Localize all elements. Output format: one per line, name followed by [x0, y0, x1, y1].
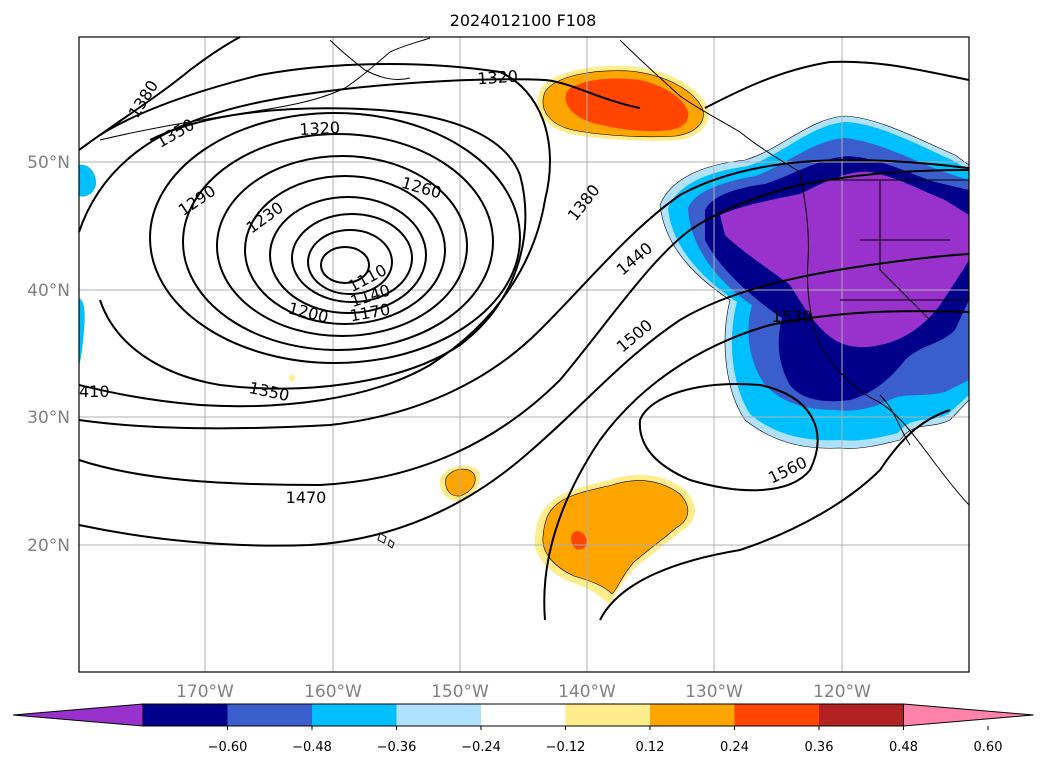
colorbar-tick-label: −0.12 [546, 740, 586, 755]
lat-label: 30°N [27, 408, 70, 428]
colorbar-extend-max [903, 703, 1034, 727]
contour-label: 1320 [477, 67, 519, 89]
colorbar-tick-label: 0.60 [974, 740, 1003, 755]
colorbar-tick-label: 0.36 [805, 740, 834, 755]
positive-dot [288, 374, 296, 382]
map-title: 2024012100 F108 [450, 11, 597, 30]
lat-label: 20°N [27, 536, 70, 556]
colorbar-frame [142, 703, 904, 727]
lat-label: 40°N [27, 281, 70, 301]
colorbar-tick-label: 0.12 [636, 740, 665, 755]
colorbar-segment [143, 704, 228, 726]
lon-label: 160°W [304, 682, 362, 702]
colorbar-segment [227, 704, 313, 726]
colorbar-tick-label: −0.48 [292, 740, 332, 755]
contour-label: 1530 [772, 307, 813, 326]
positive-region-south [542, 480, 689, 595]
colorbar-segment [565, 704, 651, 726]
lon-label: 120°W [813, 682, 871, 702]
gridlines [79, 37, 969, 672]
contour-label: 1470 [286, 488, 327, 507]
lon-label: 130°W [685, 682, 743, 702]
colorbar-tick-label: 0.48 [889, 740, 918, 755]
colorbar-segment [734, 704, 820, 726]
colorbar [12, 703, 1034, 727]
colorbar-tick-label: −0.60 [208, 740, 248, 755]
lon-label: 150°W [431, 682, 489, 702]
lon-label: 170°W [176, 682, 234, 702]
height-contours [78, 36, 970, 621]
lon-label: 140°W [558, 682, 616, 702]
colorbar-tick-label: 0.24 [720, 740, 749, 755]
longitude-labels: 170°W 160°W 150°W 140°W 130°W 120°W [176, 682, 871, 702]
colorbar-segment [819, 704, 904, 726]
colorbar-extend-min [12, 703, 144, 727]
colorbar-segment [650, 704, 735, 726]
colorbar-segment [481, 704, 566, 726]
contour-label: 410 [79, 382, 110, 401]
negative-region-core [720, 171, 969, 348]
lat-label: 50°N [27, 153, 70, 173]
coastlines [99, 37, 970, 549]
latitude-labels: 50°N 40°N 30°N 20°N [27, 153, 70, 556]
negative-edge-patch-south [79, 298, 85, 366]
colorbar-tick-label: −0.24 [461, 740, 501, 755]
colorbar-tick-label: −0.36 [377, 740, 417, 755]
map-frame [78, 36, 970, 673]
colorbar-segment [396, 704, 482, 726]
colorbar-segment [312, 704, 397, 726]
negative-edge-patch-north [79, 164, 97, 197]
contour-label: 1320 [299, 118, 341, 139]
colorbar-ticks: −0.60 −0.48 −0.36 −0.24 −0.12 0.12 0.24 0.36 0.4… [208, 726, 1003, 755]
